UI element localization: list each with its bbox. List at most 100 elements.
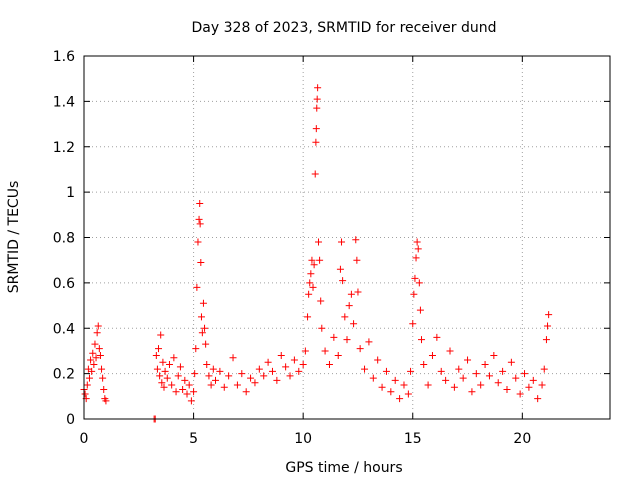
data-point [255, 365, 263, 373]
data-point [88, 367, 96, 375]
data-point [179, 386, 187, 394]
data-point [339, 277, 347, 285]
data-point [341, 313, 349, 321]
data-point [307, 270, 315, 278]
y-tick-label: 0 [66, 412, 75, 428]
data-point [205, 372, 213, 380]
data-point [306, 279, 314, 287]
data-point [194, 238, 202, 246]
data-point [538, 381, 546, 389]
data-point [477, 381, 485, 389]
data-point [85, 374, 93, 382]
data-point [157, 331, 165, 339]
data-point [521, 370, 529, 378]
data-point [310, 261, 318, 269]
data-point [207, 381, 215, 389]
data-point [365, 338, 373, 346]
data-point [312, 138, 320, 146]
y-tick-label: 0.4 [53, 321, 75, 337]
data-point [455, 365, 463, 373]
data-point [242, 388, 250, 396]
data-point [305, 290, 313, 298]
data-point [315, 238, 323, 246]
data-point [176, 363, 184, 371]
data-point [93, 329, 101, 337]
data-point [336, 265, 344, 273]
data-point [203, 361, 211, 369]
data-point [313, 95, 321, 103]
data-point [369, 374, 377, 382]
y-axis-label: SRMTID / TECUs [6, 181, 22, 294]
data-point [464, 356, 472, 364]
data-point [81, 390, 89, 398]
data-point [161, 367, 169, 375]
data-point [201, 324, 209, 332]
data-point [418, 336, 426, 344]
data-point [412, 254, 420, 262]
y-tick-label: 0.2 [53, 367, 75, 383]
data-point [534, 395, 542, 403]
data-point [382, 367, 390, 375]
data-point [190, 388, 198, 396]
data-point [299, 361, 307, 369]
data-point [396, 395, 404, 403]
data-point [185, 381, 193, 389]
data-point [414, 245, 422, 253]
data-point [155, 345, 163, 353]
data-point [196, 199, 204, 207]
data-point [304, 313, 312, 321]
data-point [225, 372, 233, 380]
data-point [374, 356, 382, 364]
data-point [99, 374, 107, 382]
data-point [90, 361, 98, 369]
data-point [216, 367, 224, 375]
data-point [174, 372, 182, 380]
data-point [544, 322, 552, 330]
data-point [330, 333, 338, 341]
data-point [233, 381, 241, 389]
data-point [317, 297, 325, 305]
data-point [540, 365, 548, 373]
data-point [316, 256, 324, 264]
data-point [251, 379, 259, 387]
y-tick-label: 1 [66, 185, 75, 201]
data-point [378, 383, 386, 391]
data-point [415, 279, 423, 287]
data-point [450, 383, 458, 391]
data-point [290, 356, 298, 364]
data-point [98, 365, 106, 373]
data-point [313, 104, 321, 112]
data-point [420, 361, 428, 369]
data-point [209, 365, 217, 373]
data-point [503, 386, 511, 394]
data-point [459, 374, 467, 382]
data-point [545, 311, 553, 319]
data-point [309, 283, 317, 291]
data-point [301, 347, 309, 355]
data-point [311, 170, 319, 178]
data-point [428, 351, 436, 359]
data-point [481, 361, 489, 369]
data-point [424, 381, 432, 389]
data-point [437, 367, 445, 375]
data-point [102, 397, 110, 405]
data-point [507, 358, 515, 366]
tick-layer: 0 0.2 0.4 0.6 0.8 1 1.2 1.4 1.6 0 5 10 15 20 [53, 49, 610, 447]
data-point [89, 349, 97, 357]
data-point [195, 215, 203, 223]
data-point [96, 351, 104, 359]
x-tick-label: 5 [189, 431, 198, 447]
data-point [433, 333, 441, 341]
data-point [260, 372, 268, 380]
x-tick-label: 10 [294, 431, 312, 447]
data-point [413, 238, 421, 246]
data-point [338, 238, 346, 246]
data-point [198, 329, 206, 337]
data-point [202, 340, 210, 348]
data-point [160, 383, 168, 391]
data-point [238, 370, 246, 378]
data-point [400, 381, 408, 389]
x-tick-label: 20 [513, 431, 531, 447]
data-point [361, 365, 369, 373]
